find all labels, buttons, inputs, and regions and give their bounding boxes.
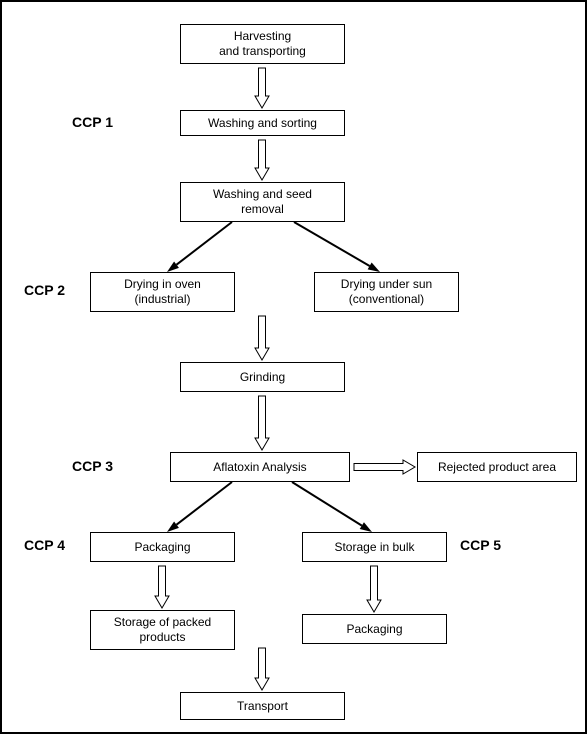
- flowchart-frame: Harvestingand transportingWashing and so…: [0, 0, 587, 734]
- arrow-11: [2, 2, 587, 736]
